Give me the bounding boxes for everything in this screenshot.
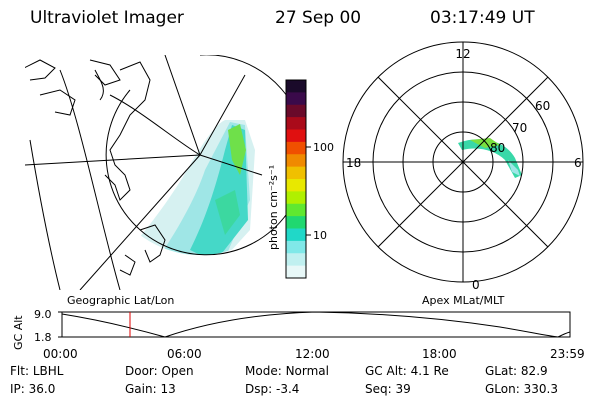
left-map-caption: Geographic Lat/Lon <box>67 294 174 307</box>
status-value: 13 <box>160 382 176 396</box>
colorbar <box>286 80 306 279</box>
latitude-circle <box>109 94 201 156</box>
coastline <box>139 224 166 263</box>
colorbar-segment <box>286 228 306 242</box>
status-key: Door: <box>125 364 158 378</box>
colorbar-segment <box>286 117 306 131</box>
colorbar-segment <box>286 92 306 106</box>
colorbar-segment <box>286 203 306 217</box>
colorbar-frame <box>285 79 307 279</box>
status-key: Flt: <box>10 364 29 378</box>
lat-label-80: 80 <box>490 141 505 155</box>
coastline <box>39 89 76 116</box>
status-door: Door: Open <box>125 364 194 378</box>
coastline <box>94 69 104 101</box>
coastline <box>89 59 121 86</box>
altitude-curve <box>61 311 571 338</box>
colorbar-segment <box>286 154 306 168</box>
status-key: Seq: <box>365 382 392 396</box>
timeline-frame <box>61 311 571 338</box>
coastline <box>104 61 151 201</box>
status-key: Dsp: <box>245 382 273 396</box>
meridian <box>199 74 246 156</box>
status-glon: GLon: 330.3 <box>485 382 558 396</box>
colorbar-segment <box>286 191 306 205</box>
colorbar-label: photon cm⁻²s⁻¹ <box>267 165 280 250</box>
status-mode: Mode: Normal <box>245 364 329 378</box>
date-label: 27 Sep 00 <box>275 8 362 28</box>
x-tick-label: 12:00 <box>295 347 330 361</box>
y-tick-label: 9.0 <box>34 308 52 321</box>
status-glat: GLat: 82.9 <box>485 364 548 378</box>
colorbar-segment <box>286 265 306 279</box>
status-value: -3.4 <box>275 382 300 396</box>
status-key: GLat: <box>485 364 518 378</box>
uv-emission-polar <box>508 160 520 176</box>
altitude-timeline: 9.0 1.8 GC Alt 00:00 06:00 12:00 18:00 2… <box>12 308 585 361</box>
colorbar-segment <box>286 216 306 230</box>
colorbar-segment <box>286 129 306 143</box>
instrument-title: Ultraviolet Imager <box>30 8 184 28</box>
colorbar-segment <box>286 253 306 267</box>
timeline-ylabel: GC Alt <box>12 315 25 350</box>
time-label: 03:17:49 UT <box>430 8 535 28</box>
meridian <box>199 154 263 176</box>
colorbar-segment <box>286 166 306 180</box>
status-value: 82.9 <box>520 364 548 378</box>
meridian <box>164 55 201 156</box>
colorbar-segment <box>286 179 306 192</box>
geographic-map <box>25 55 300 290</box>
colorbar-segment <box>286 240 306 254</box>
mlt-label-0: 0 <box>472 278 480 292</box>
mlt-label-12: 12 <box>455 47 470 61</box>
status-gc-alt: GC Alt: 4.1 Re <box>365 364 449 378</box>
coastline <box>25 59 56 81</box>
status-value: 36.0 <box>28 382 56 396</box>
status-value: 330.3 <box>523 382 558 396</box>
uv-emission-polar <box>458 139 522 178</box>
status-key: GLon: <box>485 382 520 396</box>
status-ip: IP: 36.0 <box>10 382 55 396</box>
earth-limb <box>105 55 300 256</box>
status-gain: Gain: 13 <box>125 382 176 396</box>
lat-label-60: 60 <box>535 99 550 113</box>
latitude-circle <box>59 69 121 290</box>
status-value: Open <box>161 364 194 378</box>
colorbar-tick-label-10: 10 <box>313 229 327 242</box>
status-key: GC Alt: <box>365 364 407 378</box>
colorbar-segment <box>286 80 306 93</box>
x-tick-label: 06:00 <box>167 347 202 361</box>
status-seq: Seq: 39 <box>365 382 411 396</box>
colorbar-segment <box>286 104 306 118</box>
x-tick-label: 23:59 <box>550 347 585 361</box>
status-flt: Flt: LBHL <box>10 364 63 378</box>
colorbar-segment <box>286 141 306 155</box>
status-value: 39 <box>395 382 411 396</box>
status-key: Mode: <box>245 364 282 378</box>
status-dsp: Dsp: -3.4 <box>245 382 299 396</box>
polar-plot: 12 18 6 0 60 70 80 <box>342 41 584 292</box>
latitude-circle <box>29 139 61 290</box>
status-value: LBHL <box>32 364 64 378</box>
status-value: 4.1 Re <box>410 364 449 378</box>
x-tick-label: 00:00 <box>43 347 78 361</box>
colorbar-tick-label-100: 100 <box>313 141 334 154</box>
uv-emission-left <box>100 120 255 255</box>
x-tick-label: 18:00 <box>422 347 457 361</box>
lat-label-70: 70 <box>512 121 527 135</box>
status-key: Gain: <box>125 382 157 396</box>
polar-spoke <box>377 76 549 248</box>
right-map-caption: Apex MLat/MLT <box>422 294 505 307</box>
mlt-label-6: 6 <box>574 156 582 170</box>
uv-emission-polar <box>470 138 500 148</box>
status-value: Normal <box>285 364 329 378</box>
meridian <box>25 154 201 166</box>
y-tick-label: 1.8 <box>34 331 52 344</box>
mlt-label-18: 18 <box>346 156 361 170</box>
coastline <box>119 254 136 276</box>
status-key: IP: <box>10 382 25 396</box>
meridian <box>79 154 201 290</box>
